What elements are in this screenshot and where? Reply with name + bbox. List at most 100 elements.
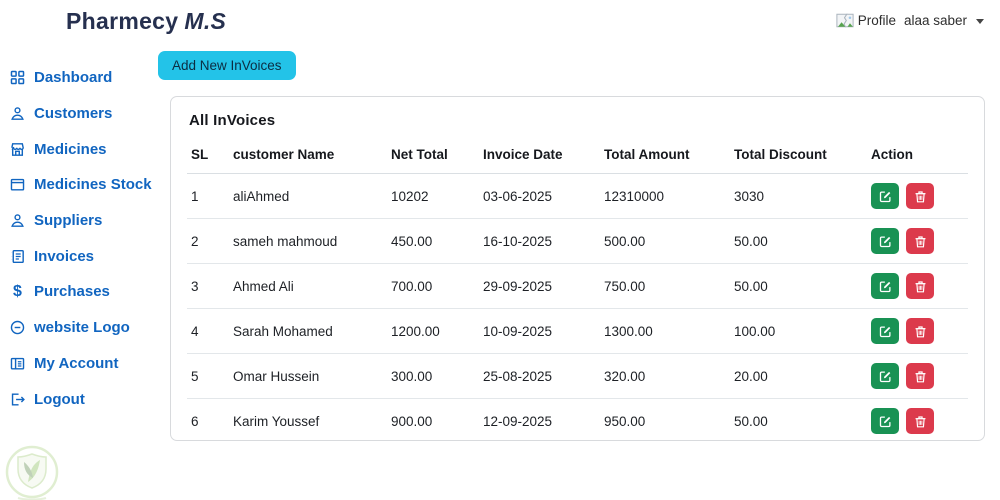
cell-total-amount: 1300.00 [600, 308, 730, 354]
cell-action [867, 263, 968, 309]
table-row: 4 Sarah Mohamed 1200.00 10-09-2025 1300.… [187, 308, 968, 354]
edit-icon [878, 279, 893, 294]
edit-button[interactable] [871, 318, 899, 344]
trash-icon [913, 369, 928, 384]
cell-net-total: 450.00 [387, 218, 479, 264]
cell-sl: 5 [187, 353, 229, 399]
sidebar-item-logout[interactable]: Logout [0, 381, 158, 417]
cell-total-discount: 50.00 [730, 218, 867, 264]
sidebar: Dashboard Customers Medicines Medicines … [0, 60, 158, 417]
edit-icon [878, 234, 893, 249]
cell-customer-name: Karim Youssef [229, 398, 387, 440]
sidebar-item-dashboard[interactable]: Dashboard [0, 60, 158, 96]
sidebar-item-invoices[interactable]: Invoices [0, 238, 158, 274]
cell-net-total: 10202 [387, 173, 479, 219]
cell-total-discount: 50.00 [730, 263, 867, 309]
cell-action [867, 173, 968, 219]
cell-total-amount: 500.00 [600, 218, 730, 264]
person-icon [9, 105, 26, 122]
dollar-icon: $ [13, 282, 22, 300]
cell-sl: 4 [187, 308, 229, 354]
cell-net-total: 900.00 [387, 398, 479, 440]
sidebar-item-label: Logout [34, 390, 85, 408]
delete-button[interactable] [906, 183, 934, 209]
sidebar-item-label: Suppliers [34, 212, 103, 230]
table-row: 1 aliAhmed 10202 03-06-2025 12310000 303… [187, 173, 968, 219]
profile-label: Profile [857, 13, 896, 28]
page-title-suffix: M.S [184, 8, 227, 34]
add-new-invoices-button[interactable]: Add New InVoices [158, 51, 296, 80]
cell-action [867, 218, 968, 264]
edit-button[interactable] [871, 273, 899, 299]
cell-net-total: 300.00 [387, 353, 479, 399]
edit-button[interactable] [871, 408, 899, 434]
cell-invoice-date: 16-10-2025 [479, 218, 600, 264]
col-header-total-discount: Total Discount [730, 135, 867, 174]
cell-total-discount: 50.00 [730, 398, 867, 440]
delete-button[interactable] [906, 273, 934, 299]
cell-total-amount: 12310000 [600, 173, 730, 219]
cell-action [867, 398, 968, 440]
invoices-card: All InVoices SL customer Name Net Total … [170, 96, 985, 441]
cell-customer-name: Omar Hussein [229, 353, 387, 399]
edit-button[interactable] [871, 228, 899, 254]
cell-total-amount: 950.00 [600, 398, 730, 440]
cell-net-total: 700.00 [387, 263, 479, 309]
card-title: All InVoices [189, 112, 276, 129]
chevron-down-icon [976, 19, 984, 24]
sidebar-item-label: Dashboard [34, 69, 113, 87]
sidebar-item-purchases[interactable]: $ Purchases [0, 274, 158, 310]
delete-button[interactable] [906, 408, 934, 434]
delete-button[interactable] [906, 318, 934, 344]
cell-total-amount: 750.00 [600, 263, 730, 309]
cell-sl: 1 [187, 173, 229, 219]
main-content: Add New InVoices All InVoices SL custome… [158, 51, 985, 441]
account-card-icon [9, 355, 26, 372]
profile-username: alaa saber [903, 13, 967, 28]
stock-box-icon [9, 176, 26, 193]
cell-total-discount: 100.00 [730, 308, 867, 354]
col-header-invoice-date: Invoice Date [479, 135, 600, 174]
cell-total-discount: 3030 [730, 173, 867, 219]
col-header-sl: SL [187, 135, 229, 174]
cell-invoice-date: 25-08-2025 [479, 353, 600, 399]
profile-dropdown[interactable]: Profile alaa saber [836, 13, 984, 28]
watermark-logo [2, 444, 62, 500]
cell-invoice-date: 12-09-2025 [479, 398, 600, 440]
cell-sl: 3 [187, 263, 229, 309]
sidebar-item-website-logo[interactable]: website Logo [0, 310, 158, 346]
sidebar-item-label: My Account [34, 354, 119, 372]
edit-button[interactable] [871, 363, 899, 389]
cell-customer-name: Sarah Mohamed [229, 308, 387, 354]
trash-icon [913, 234, 928, 249]
person-icon [9, 212, 26, 229]
trash-icon [913, 189, 928, 204]
sidebar-item-medicines-stock[interactable]: Medicines Stock [0, 167, 158, 203]
app-header: Pharmecy M.S Profile alaa saber [0, 0, 1000, 48]
edit-icon [878, 369, 893, 384]
minus-circle-icon [9, 319, 26, 336]
delete-button[interactable] [906, 228, 934, 254]
sidebar-item-label: website Logo [34, 319, 130, 337]
delete-button[interactable] [906, 363, 934, 389]
cell-customer-name: sameh mahmoud [229, 218, 387, 264]
sidebar-item-medicines[interactable]: Medicines [0, 131, 158, 167]
sidebar-item-label: Invoices [34, 247, 95, 265]
cell-action [867, 353, 968, 399]
sidebar-item-my-account[interactable]: My Account [0, 346, 158, 382]
cell-sl: 2 [187, 218, 229, 264]
invoices-table-body: 1 aliAhmed 10202 03-06-2025 12310000 303… [187, 173, 968, 440]
cell-total-discount: 20.00 [730, 353, 867, 399]
broken-image-icon [836, 13, 854, 28]
trash-icon [913, 414, 928, 429]
edit-button[interactable] [871, 183, 899, 209]
sidebar-item-customers[interactable]: Customers [0, 96, 158, 132]
edit-icon [878, 189, 893, 204]
cell-sl: 6 [187, 398, 229, 440]
sidebar-item-suppliers[interactable]: Suppliers [0, 203, 158, 239]
trash-icon [913, 279, 928, 294]
cell-invoice-date: 29-09-2025 [479, 263, 600, 309]
cell-net-total: 1200.00 [387, 308, 479, 354]
col-header-net-total: Net Total [387, 135, 479, 174]
table-row: 5 Omar Hussein 300.00 25-08-2025 320.00 … [187, 353, 968, 399]
